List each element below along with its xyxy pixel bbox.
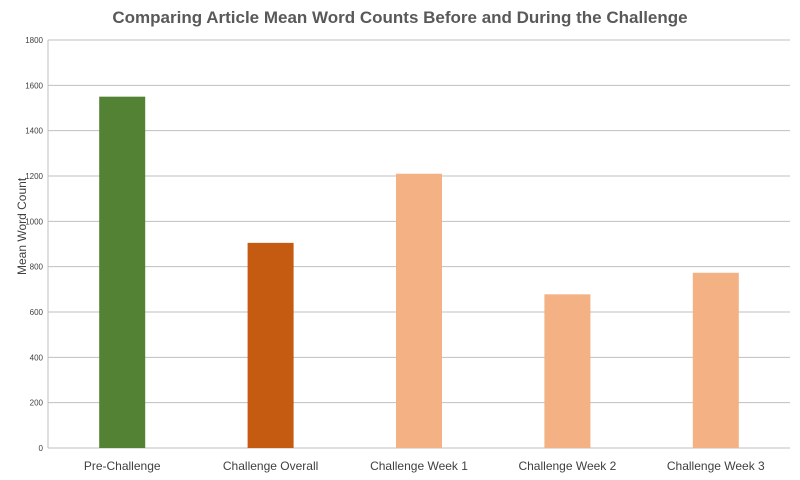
x-category-label: Challenge Week 2 — [518, 459, 616, 473]
y-tick-labels: 0 200 400 600 800 1000 1200 1400 1600 1800 — [25, 36, 43, 453]
y-tick-label: 1600 — [25, 81, 43, 90]
y-tick-label: 600 — [30, 308, 44, 317]
y-tick-label: 0 — [39, 444, 44, 453]
chart-title: Comparing Article Mean Word Counts Befor… — [112, 8, 688, 27]
bar-challenge-week-1 — [395, 173, 443, 448]
bar-challenge-week-2 — [544, 294, 591, 448]
x-category-label: Challenge Overall — [223, 459, 318, 473]
bar-challenge-overall — [247, 242, 294, 448]
y-tick-label: 400 — [30, 353, 44, 362]
y-tick-label: 1000 — [25, 217, 43, 226]
x-category-label: Pre-Challenge — [84, 459, 161, 473]
y-tick-label: 800 — [30, 263, 44, 272]
y-tick-label: 200 — [30, 399, 44, 408]
x-category-label: Challenge Week 1 — [370, 459, 468, 473]
bars — [99, 96, 739, 449]
y-tick-label: 1800 — [25, 36, 43, 45]
category-labels: Pre-Challenge Challenge Overall Challenge … — [84, 459, 765, 473]
bar-challenge-week-3 — [692, 272, 739, 448]
y-tick-label: 1400 — [25, 127, 43, 136]
y-tick-label: 1200 — [25, 172, 43, 181]
bar-pre-challenge — [99, 96, 146, 449]
x-category-label: Challenge Week 3 — [667, 459, 765, 473]
